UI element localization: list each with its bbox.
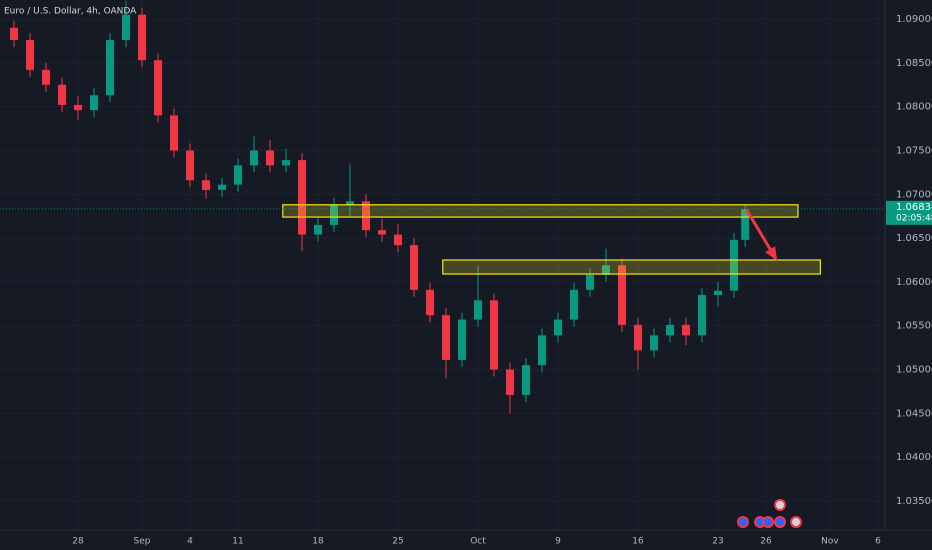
candle-body	[441, 315, 450, 360]
y-tick-label: 1.04000	[896, 452, 932, 463]
candle-body	[425, 289, 434, 316]
candle-body	[393, 234, 402, 246]
y-tick-label: 1.03500	[896, 496, 932, 507]
event-icon	[790, 516, 802, 528]
event-icon	[774, 499, 786, 511]
candle-body	[617, 265, 626, 325]
chart-title: Euro / U.S. Dollar, 4h, OANDA	[4, 7, 137, 17]
last-price-box	[886, 200, 932, 225]
x-tick-label: 23	[712, 537, 723, 547]
x-tick-label: 28	[72, 537, 84, 547]
candle-body	[137, 14, 146, 61]
candle-body	[361, 201, 370, 231]
x-tick-label: 9	[555, 537, 561, 547]
candle-body	[169, 115, 178, 151]
candle-body	[377, 230, 386, 235]
event-icon	[762, 516, 774, 528]
candle-body	[601, 265, 610, 275]
event-icons	[737, 499, 802, 528]
candle-body	[73, 104, 82, 111]
y-tick-label: 1.05000	[896, 365, 932, 376]
candle-body	[313, 224, 322, 235]
candle-body	[25, 40, 34, 70]
candle-body	[681, 324, 690, 336]
candle-body	[233, 165, 242, 185]
candle-body	[505, 369, 514, 395]
candle-body	[185, 150, 194, 181]
candle-body	[217, 184, 226, 190]
candle-body	[585, 274, 594, 290]
candle-body	[537, 335, 546, 366]
y-tick-label: 1.06500	[896, 233, 932, 244]
x-tick-label: 6	[875, 537, 881, 547]
candle-body	[409, 245, 418, 290]
candle-body	[521, 365, 530, 395]
candle-body	[729, 239, 738, 291]
candle-body	[57, 84, 66, 105]
y-tick-label: 1.06000	[896, 277, 932, 288]
grid	[0, 0, 885, 530]
x-tick-label: 25	[392, 537, 403, 547]
candle-body	[105, 40, 114, 96]
candle-body	[489, 300, 498, 370]
candle-body	[297, 160, 306, 235]
x-tick-label: Nov	[821, 537, 839, 547]
y-tick-label: 1.08500	[896, 58, 932, 69]
x-tick-label: Sep	[134, 537, 151, 547]
candle-body	[697, 295, 706, 336]
candle-body	[665, 324, 674, 336]
x-tick-label: Oct	[470, 537, 486, 547]
candle-body	[649, 335, 658, 351]
candle-body	[41, 69, 50, 85]
candle-body	[121, 14, 130, 41]
candle-body	[265, 150, 274, 166]
x-tick-label: 26	[760, 537, 772, 547]
y-tick-label: 1.07500	[896, 145, 932, 156]
candle-body	[201, 180, 210, 190]
candle-body	[89, 95, 98, 111]
candle-body	[9, 27, 18, 41]
candle-body	[569, 289, 578, 320]
candle-body	[633, 324, 642, 351]
candle-body	[153, 60, 162, 116]
candle-body	[713, 290, 722, 296]
candle-body	[329, 204, 338, 225]
candle-body	[473, 300, 482, 320]
plot	[0, 0, 885, 414]
x-tick-label: 4	[187, 537, 193, 547]
x-tick-label: 11	[232, 537, 243, 547]
last-price-label: 1.06834	[896, 202, 932, 213]
x-tick-label: 18	[312, 537, 324, 547]
arrow-head	[765, 246, 778, 261]
zone	[442, 259, 821, 275]
candle-body	[553, 319, 562, 336]
candle-body	[457, 319, 466, 360]
candle-body	[281, 160, 290, 166]
event-icon	[737, 516, 749, 528]
y-tick-label: 1.05500	[896, 321, 932, 332]
candle-body	[249, 150, 258, 166]
candle-body	[741, 209, 750, 240]
y-tick-label: 1.09000	[896, 14, 932, 25]
y-tick-label: 1.08000	[896, 102, 932, 113]
y-tick-label: 1.07000	[896, 189, 932, 200]
candle-body	[345, 201, 354, 205]
zone	[282, 204, 799, 218]
y-tick-label: 1.04500	[896, 408, 932, 419]
x-tick-label: 16	[632, 537, 644, 547]
event-icon	[774, 516, 786, 528]
countdown-label: 02:05:48	[896, 213, 932, 223]
